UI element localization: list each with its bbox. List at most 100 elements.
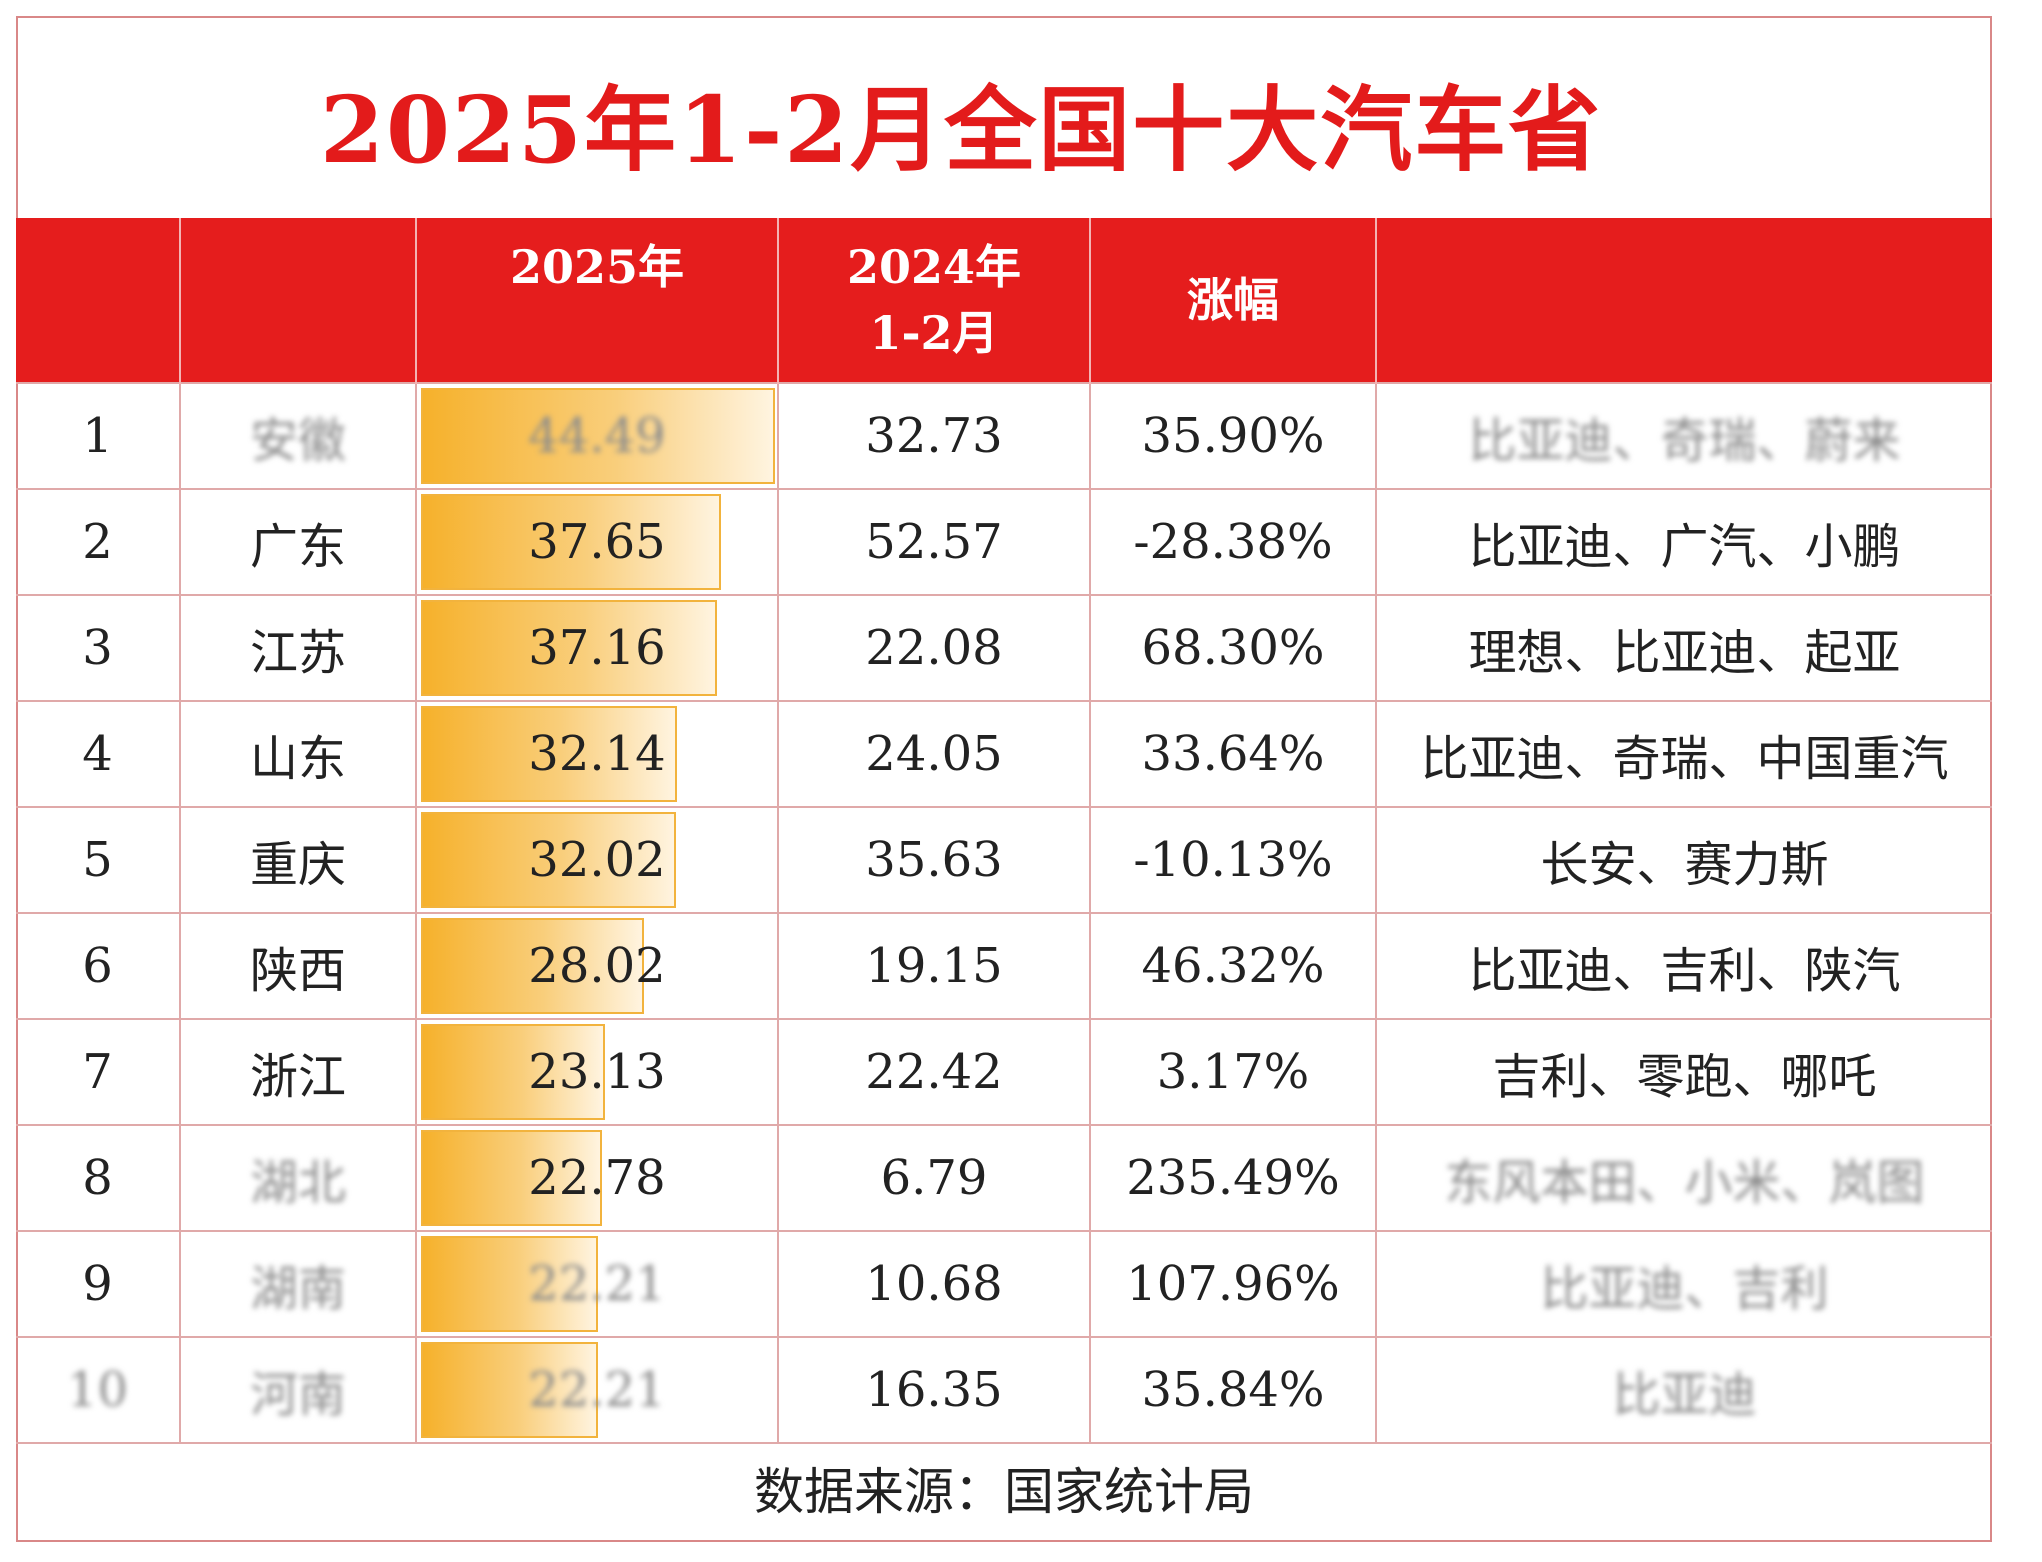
rank-cell: 1	[16, 382, 181, 490]
table-row: 9 湖南 22.21 10.68 107.96% 比亚迪、吉利	[16, 1230, 1992, 1338]
value-2024-cell-text: 22.42	[865, 1044, 1003, 1100]
rank-cell-text: 4	[82, 726, 113, 782]
value-2025-cell: 22.78	[415, 1124, 779, 1232]
table-row: 10 河南 22.21 16.35 35.84% 比亚迪	[16, 1336, 1992, 1444]
growth-cell: 107.96%	[1089, 1230, 1377, 1338]
growth-cell: 3.17%	[1089, 1018, 1377, 1126]
brands-cell-text: 东风本田、小米、岚图	[1444, 1155, 1925, 1211]
growth-cell-text: 35.90%	[1141, 408, 1325, 464]
header-rank	[16, 218, 181, 383]
value-2024-cell: 22.08	[777, 594, 1091, 702]
brands-cell: 比亚迪	[1375, 1336, 1992, 1444]
table-row: 6 陕西 28.02 19.15 46.32% 比亚迪、吉利、陕汽	[16, 912, 1992, 1020]
table-row: 8 湖北 22.78 6.79 235.49% 东风本田、小米、岚图	[16, 1124, 1992, 1232]
brands-cell: 吉利、零跑、哪吒	[1375, 1018, 1992, 1126]
table-body: 1 安徽 44.49 32.73 35.90% 比亚迪、奇瑞、蔚来 2 广东 37.65 52.5…	[16, 382, 1992, 1444]
source-footer: 数据来源：国家统计局	[754, 1463, 1254, 1521]
value-2024-cell: 35.63	[777, 806, 1091, 914]
rank-cell-text: 5	[82, 832, 113, 888]
growth-cell: 235.49%	[1089, 1124, 1377, 1232]
header-2024: 2024年 1-2月	[778, 218, 1091, 383]
rank-cell-text: 2	[82, 514, 113, 570]
brands-cell-text: 比亚迪、吉利	[1540, 1261, 1829, 1317]
province-cell: 山东	[179, 700, 417, 808]
rank-cell: 3	[16, 594, 181, 702]
brands-cell-text: 比亚迪、奇瑞、中国重汽	[1420, 731, 1949, 787]
brands-cell: 长安、赛力斯	[1375, 806, 1992, 914]
value-2024-cell-text: 6.79	[880, 1150, 988, 1206]
growth-cell-text: 235.49%	[1126, 1150, 1340, 1206]
rank-cell-text: 7	[82, 1044, 113, 1100]
value-2024-cell-text: 32.73	[865, 408, 1003, 464]
value-2025-bar	[421, 1130, 602, 1226]
value-2025-cell: 32.14	[415, 700, 779, 808]
province-cell-text: 江苏	[249, 625, 346, 681]
value-2025-bar	[421, 388, 775, 484]
province-cell: 浙江	[179, 1018, 417, 1126]
table-row: 7 浙江 23.13 22.42 3.17% 吉利、零跑、哪吒	[16, 1018, 1992, 1126]
value-2025-cell: 44.49	[415, 382, 779, 490]
rank-cell: 7	[16, 1018, 181, 1126]
brands-cell: 比亚迪、吉利、陕汽	[1375, 912, 1992, 1020]
value-2025-cell: 37.65	[415, 488, 779, 596]
growth-cell-text: 33.64%	[1141, 726, 1325, 782]
header-2025: 2025年	[416, 218, 779, 383]
table-row: 1 安徽 44.49 32.73 35.90% 比亚迪、奇瑞、蔚来	[16, 382, 1992, 490]
growth-cell-text: -10.13%	[1133, 832, 1333, 888]
growth-cell: 68.30%	[1089, 594, 1377, 702]
province-cell-text: 湖南	[249, 1261, 346, 1317]
table-row: 4 山东 32.14 24.05 33.64% 比亚迪、奇瑞、中国重汽	[16, 700, 1992, 808]
province-cell: 重庆	[179, 806, 417, 914]
value-2025-bar	[421, 1024, 605, 1120]
value-2025-label: 44.49	[528, 408, 666, 464]
value-2025-cell: 28.02	[415, 912, 779, 1020]
header-2024-line1: 2024年	[846, 240, 1022, 294]
rank-cell-text: 6	[82, 938, 113, 994]
table-row: 5 重庆 32.02 35.63 -10.13% 长安、赛力斯	[16, 806, 1992, 914]
header-province	[180, 218, 417, 383]
brands-cell-text: 理想、比亚迪、起亚	[1468, 625, 1901, 681]
growth-cell: 35.84%	[1089, 1336, 1377, 1444]
province-cell: 湖南	[179, 1230, 417, 1338]
brands-cell-text: 比亚迪、奇瑞、蔚来	[1468, 413, 1901, 469]
value-2024-cell: 10.68	[777, 1230, 1091, 1338]
header-brands	[1376, 218, 1992, 383]
province-cell-text: 浙江	[249, 1049, 346, 1105]
value-2025-bar	[421, 600, 717, 696]
growth-cell: -10.13%	[1089, 806, 1377, 914]
brands-cell: 比亚迪、广汽、小鹏	[1375, 488, 1992, 596]
growth-cell-text: 35.84%	[1141, 1362, 1325, 1418]
value-2025-bar	[421, 706, 677, 802]
growth-cell-text: 3.17%	[1156, 1044, 1310, 1100]
brands-cell-text: 长安、赛力斯	[1540, 837, 1829, 893]
value-2025-bar	[421, 494, 721, 590]
value-2025-label: 23.13	[528, 1044, 666, 1100]
province-cell-text: 山东	[249, 731, 346, 787]
brands-cell-text: 比亚迪、吉利、陕汽	[1468, 943, 1901, 999]
rank-cell: 4	[16, 700, 181, 808]
value-2025-label: 32.02	[528, 832, 666, 888]
value-2025-cell: 37.16	[415, 594, 779, 702]
brands-cell: 比亚迪、吉利	[1375, 1230, 1992, 1338]
growth-cell-text: -28.38%	[1133, 514, 1333, 570]
value-2025-cell: 32.02	[415, 806, 779, 914]
value-2025-label: 32.14	[528, 726, 666, 782]
brands-cell-text: 比亚迪、广汽、小鹏	[1468, 519, 1901, 575]
value-2025-cell: 22.21	[415, 1230, 779, 1338]
province-cell-text: 陕西	[249, 943, 346, 999]
infographic-title: 2025年1-2月全国十大汽车省	[320, 76, 1603, 184]
value-2024-cell-text: 52.57	[865, 514, 1003, 570]
value-2024-cell-text: 35.63	[865, 832, 1003, 888]
province-cell: 安徽	[179, 382, 417, 490]
province-cell: 江苏	[179, 594, 417, 702]
province-cell-text: 重庆	[249, 837, 346, 893]
province-cell-text: 河南	[249, 1367, 346, 1423]
value-2025-label: 37.65	[528, 514, 666, 570]
brands-cell-text: 吉利、零跑、哪吒	[1492, 1049, 1877, 1105]
rank-cell: 10	[16, 1336, 181, 1444]
value-2025-label: 22.78	[528, 1150, 666, 1206]
rank-cell: 2	[16, 488, 181, 596]
header-2024-line2: 1-2月	[869, 306, 999, 360]
growth-cell-text: 68.30%	[1141, 620, 1325, 676]
value-2024-cell: 24.05	[777, 700, 1091, 808]
